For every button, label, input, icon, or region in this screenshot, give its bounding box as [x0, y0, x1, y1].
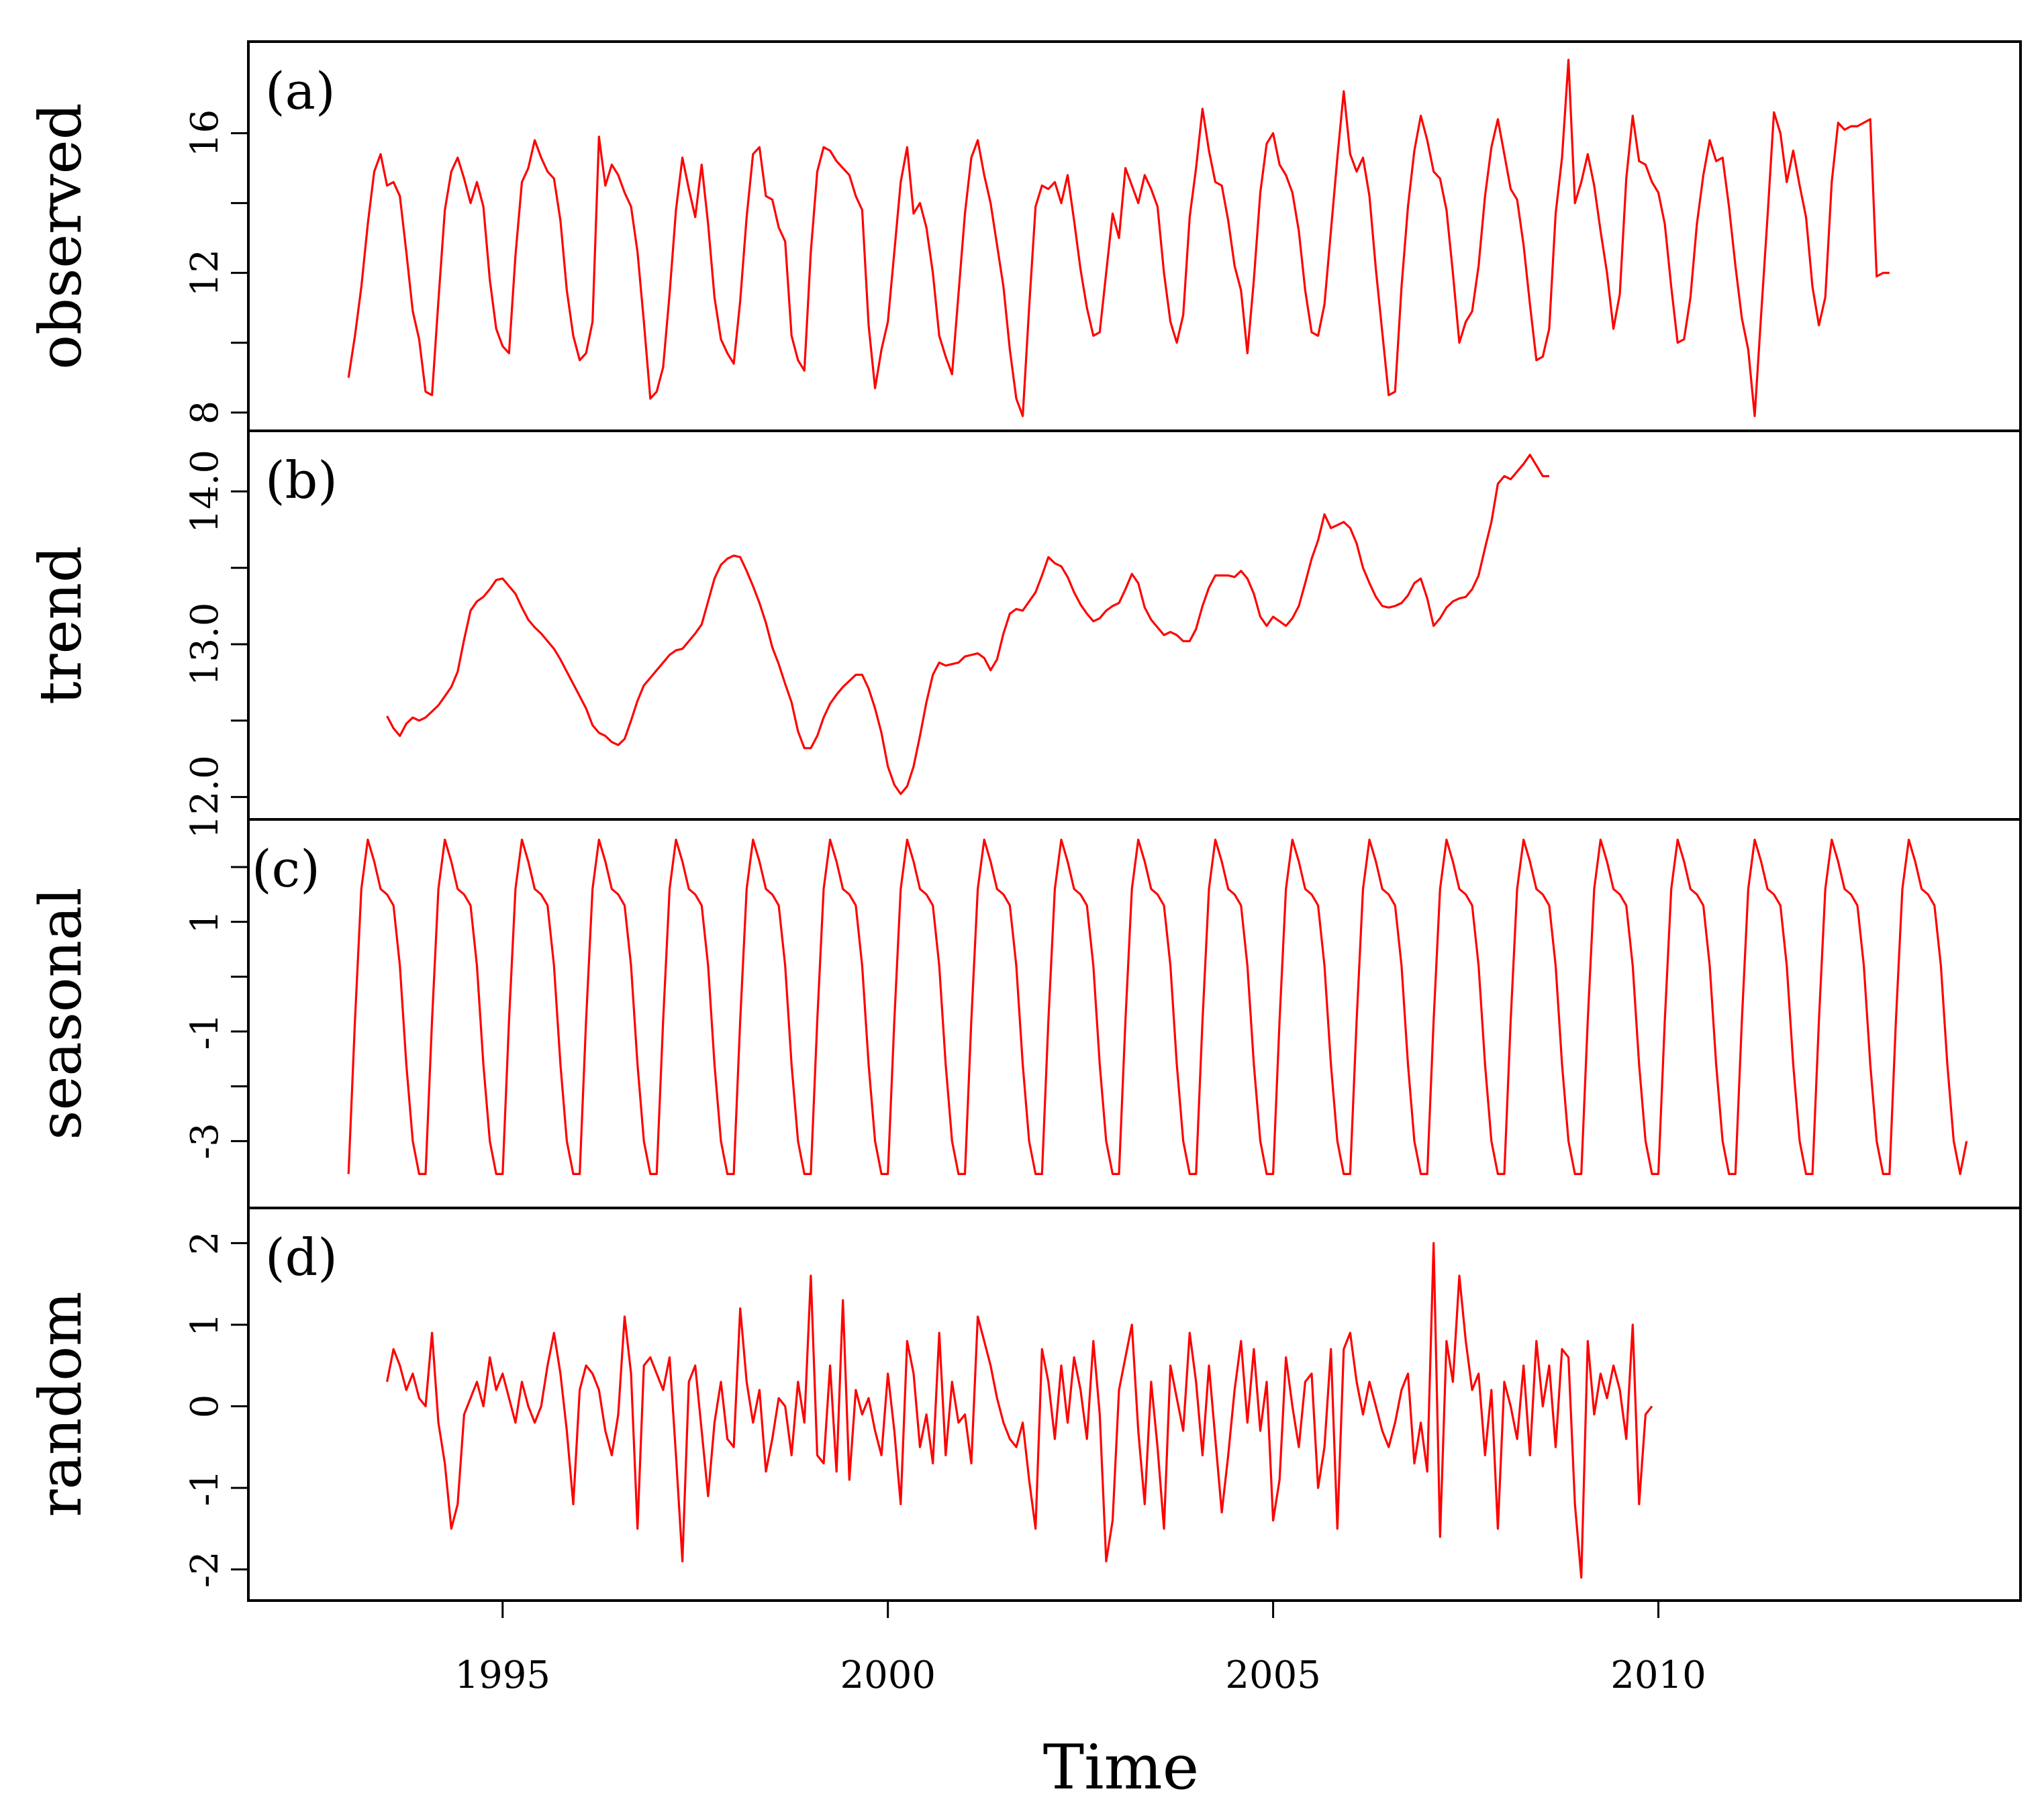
- series-line-seasonal: [347, 838, 1968, 1176]
- y-tick-label: 12.0: [183, 755, 227, 839]
- y-tick-label: -1: [183, 1470, 227, 1507]
- y-axis-label-trend: trend: [28, 546, 95, 705]
- y-tick-label: 1: [183, 1313, 227, 1337]
- x-tick-label: 2010: [1610, 1654, 1706, 1697]
- y-tick-label: 0: [183, 1395, 227, 1419]
- panel-frame: [247, 429, 2022, 821]
- panel-tag: (d): [265, 1227, 338, 1287]
- y-axis-label-seasonal: seasonal: [28, 887, 95, 1140]
- x-axis-label: Time: [1043, 1731, 1199, 1803]
- panel-trend: 12.0 13.0 14.0 trend (b): [28, 429, 2022, 839]
- panel-seasonal: -3 -1 1 seasonal (c): [28, 818, 2022, 1209]
- series-line-observed: [347, 58, 1890, 417]
- panel-frame: [247, 1207, 2022, 1602]
- y-tick-label: 8: [183, 401, 227, 425]
- x-axis: 1995 2000 2005 2010: [348, 1599, 1967, 1697]
- panel-tag: (c): [252, 839, 320, 899]
- y-tick-label: 1: [183, 910, 227, 934]
- panel-frame: [247, 40, 2022, 432]
- x-tick-label: 1995: [455, 1654, 551, 1697]
- panels: 81216observed(a)12.013.014.0trend(b)-3-1…: [28, 40, 2022, 1602]
- y-tick-label: 16: [183, 109, 227, 157]
- panel-frame: [247, 818, 2022, 1209]
- x-tick-label: 2000: [840, 1654, 936, 1697]
- y-tick-label: 13.0: [183, 603, 227, 687]
- y-tick-label: -3: [183, 1123, 227, 1160]
- series-line-trend: [386, 454, 1549, 795]
- y-tick-label: 2: [183, 1231, 227, 1256]
- series-line-random: [386, 1242, 1653, 1579]
- y-axis-label-random: random: [28, 1291, 95, 1517]
- y-tick-label: 14.0: [183, 450, 227, 534]
- panel-observed: 8 12 16 observed (a): [28, 40, 2022, 432]
- panel-random: -2 -1 0 1 2 random (d): [28, 1207, 2022, 1602]
- y-tick-label: -2: [183, 1551, 227, 1588]
- panel-tag: (b): [265, 450, 338, 510]
- x-tick-label: 2005: [1225, 1654, 1321, 1697]
- y-axis-label-observed: observed: [28, 103, 95, 370]
- y-tick-label: 12: [183, 249, 227, 297]
- y-tick-label: -1: [183, 1013, 227, 1050]
- panel-tag: (a): [265, 61, 336, 121]
